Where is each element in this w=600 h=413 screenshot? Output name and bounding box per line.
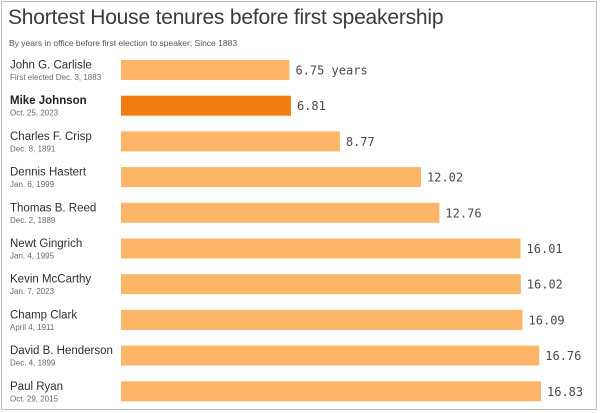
value-label: 16.02 [527, 278, 563, 292]
category-date-label: April 4, 1911 [10, 323, 55, 332]
category-name-label: Dennis Hastert [10, 167, 87, 179]
category-name-label: Thomas B. Reed [10, 202, 96, 214]
bar-row: Thomas B. Reed Dec. 2, 1889 12.76 [10, 202, 482, 225]
bar [121, 238, 521, 259]
value-label: 12.76 [445, 206, 481, 220]
category-date-label: First elected Dec. 3, 1883 [10, 73, 102, 82]
category-date-label: Dec. 4, 1899 [10, 359, 56, 368]
value-label: 16.09 [529, 313, 565, 327]
value-label: 16.76 [545, 349, 581, 363]
value-label: 16.83 [547, 385, 583, 399]
category-name-label: David B. Henderson [10, 345, 113, 357]
bar [121, 167, 421, 188]
category-date-label: Oct. 25, 2023 [10, 109, 59, 118]
bar-row: Newt Gingrich Jan. 4, 1995 16.01 [10, 238, 563, 261]
category-name-label: Kevin McCarthy [10, 274, 91, 286]
category-name-label: Newt Gingrich [10, 238, 82, 250]
value-label: 12.02 [427, 171, 463, 185]
category-date-label: Jan. 4, 1995 [10, 252, 55, 261]
category-name-label: Charles F. Crisp [10, 131, 92, 143]
bar [121, 309, 523, 330]
category-name-label: Champ Clark [10, 309, 77, 321]
value-label: 8.77 [346, 135, 375, 149]
category-date-label: Dec. 2, 1889 [10, 216, 56, 225]
bar-row: David B. Henderson Dec. 4, 1899 16.76 [10, 345, 581, 368]
category-date-label: Oct. 29, 2015 [10, 394, 59, 403]
bar [121, 202, 440, 223]
bar-row: Mike Johnson Oct. 25, 2023 6.81 [10, 95, 326, 118]
bar [121, 381, 541, 402]
chart-title: Shortest House tenures before first spea… [8, 6, 444, 29]
chart-subtitle: By years in office before first election… [9, 38, 238, 48]
bar [121, 60, 290, 80]
category-date-label: Jan. 7, 2023 [10, 287, 55, 296]
bar [121, 345, 540, 366]
category-name-label: Mike Johnson [10, 95, 87, 107]
category-name-label: John G. Carlisle [10, 60, 92, 72]
category-date-label: Dec. 8, 1891 [10, 144, 56, 153]
category-name-label: Paul Ryan [10, 381, 63, 393]
value-label: 6.81 [297, 99, 326, 113]
category-date-label: Jan. 6, 1999 [10, 180, 55, 189]
bar-row: Champ Clark April 4, 1911 16.09 [10, 309, 565, 332]
bar [121, 131, 340, 152]
bar [121, 95, 291, 116]
value-label: 6.75 years [295, 64, 367, 78]
value-label: 16.01 [527, 242, 563, 256]
bar [121, 274, 521, 295]
